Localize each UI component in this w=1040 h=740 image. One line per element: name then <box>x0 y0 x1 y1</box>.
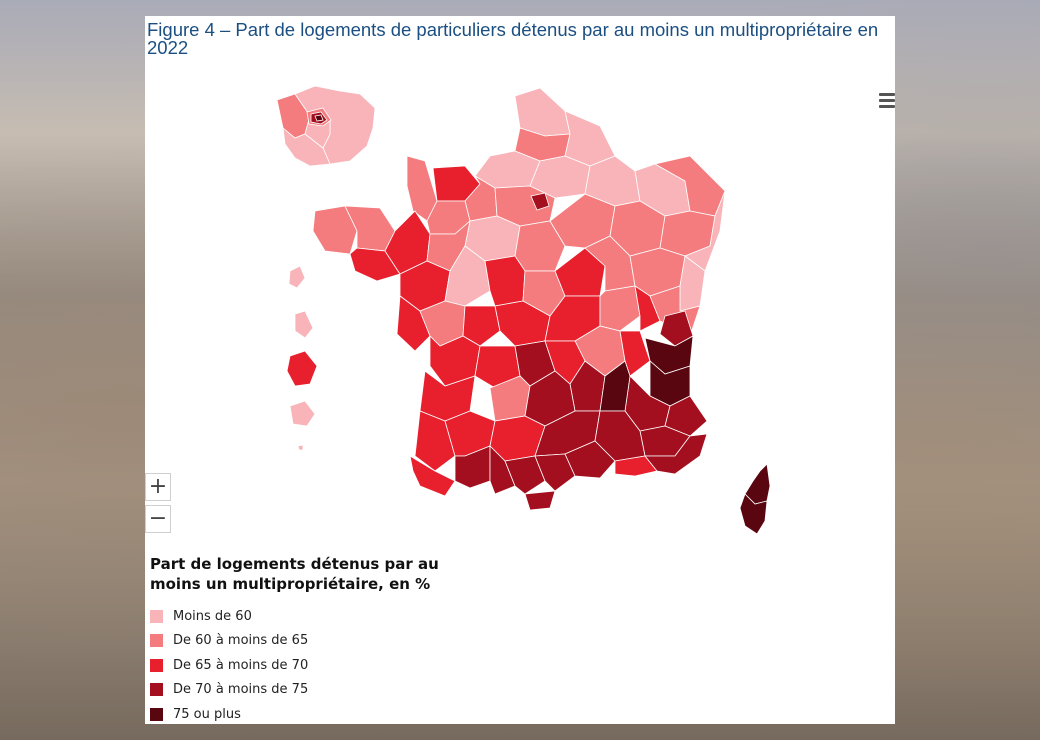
france-map <box>276 85 771 535</box>
department[interactable] <box>619 330 651 377</box>
department[interactable] <box>599 285 641 332</box>
hamburger-menu-icon[interactable] <box>879 93 895 109</box>
legend-swatch <box>150 683 163 697</box>
legend-item[interactable]: De 60 à moins de 65 <box>150 629 470 654</box>
legend-label: De 60 à moins de 65 <box>173 633 309 649</box>
department[interactable] <box>414 410 456 472</box>
department[interactable] <box>534 453 576 492</box>
department[interactable] <box>462 305 501 347</box>
legend-label: De 65 à moins de 70 <box>173 657 309 673</box>
legend-label: 75 ou plus <box>173 706 241 722</box>
figure-card: Figure 4 – Part de logements de particul… <box>145 16 895 724</box>
idf-inset <box>276 85 376 167</box>
legend-item[interactable]: Moins de 60 <box>150 604 470 629</box>
legend-title: Part de logements détenus par au moins u… <box>150 555 439 593</box>
figure-title: Figure 4 – Part de logements de particul… <box>147 19 879 58</box>
legend-swatch <box>150 609 163 623</box>
department[interactable] <box>564 440 616 479</box>
department[interactable] <box>634 285 661 332</box>
legend-label: Moins de 60 <box>173 608 252 624</box>
overseas-departments <box>286 265 771 535</box>
department[interactable] <box>409 455 456 497</box>
department[interactable] <box>664 395 708 437</box>
department[interactable] <box>564 110 616 167</box>
department[interactable] <box>504 455 546 495</box>
map-legend: Part de logements détenus par au moins u… <box>150 554 470 727</box>
department[interactable] <box>297 444 304 451</box>
department[interactable] <box>524 490 556 511</box>
department[interactable] <box>614 455 658 477</box>
zoom-in-button[interactable]: + <box>145 473 171 501</box>
legend-swatch <box>150 658 163 672</box>
department[interactable] <box>288 265 306 289</box>
department[interactable] <box>554 247 606 297</box>
department[interactable] <box>396 295 431 352</box>
zoom-out-button[interactable]: − <box>145 505 171 533</box>
department[interactable] <box>530 192 550 211</box>
department[interactable] <box>282 127 331 167</box>
department[interactable] <box>484 255 526 307</box>
legend-item[interactable]: De 65 à moins de 70 <box>150 653 470 678</box>
department[interactable] <box>599 360 631 412</box>
department[interactable] <box>289 400 316 427</box>
department[interactable] <box>489 445 516 495</box>
legend-item[interactable]: 75 ou plus <box>150 702 470 727</box>
mainland-france <box>312 87 726 511</box>
department[interactable] <box>314 114 324 122</box>
legend-item[interactable]: De 70 à moins de 75 <box>150 678 470 703</box>
department[interactable] <box>286 350 318 387</box>
department[interactable] <box>294 310 314 339</box>
department[interactable] <box>644 433 708 475</box>
legend-swatch <box>150 707 163 721</box>
legend-label: De 70 à moins de 75 <box>173 682 309 698</box>
department[interactable] <box>739 493 768 535</box>
legend-swatch <box>150 634 163 648</box>
